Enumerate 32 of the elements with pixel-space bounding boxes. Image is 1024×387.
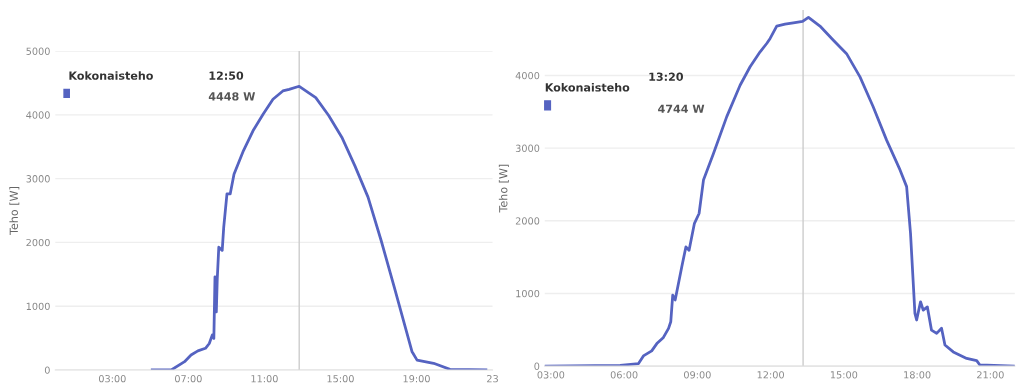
x-tick-label: 15:00	[327, 375, 354, 383]
y-axis-title: Teho [W]	[9, 187, 20, 235]
y-tick-label: 4000	[515, 71, 540, 80]
x-tick-label: 18:00	[904, 371, 931, 379]
x-tick-label: 21:00	[977, 371, 1004, 379]
y-tick-label: 5000	[26, 47, 50, 55]
annotation: 12:50	[209, 71, 244, 80]
y-tick-label: 3000	[515, 144, 540, 152]
x-tick-label: 23	[487, 375, 498, 383]
y-tick-label: 0	[44, 366, 50, 374]
x-tick-label: 09:00	[684, 371, 711, 379]
x-tick-label: 07:00	[175, 375, 202, 383]
y-tick-label: 1000	[516, 289, 540, 298]
x-tick-label: 15:00	[830, 371, 858, 379]
x-tick-label: 03:00	[98, 375, 126, 383]
annotation: Kokonaisteho	[545, 83, 630, 92]
y-axis-title: Teho [W]	[498, 164, 509, 213]
y-tick-label: 4000	[26, 111, 50, 119]
annotation: Kokonaisteho	[69, 71, 153, 80]
annotation: 4448 W	[208, 92, 256, 101]
y-tick-label: 3000	[26, 175, 50, 183]
y-tick-label: 2000	[26, 238, 50, 247]
y-tick-label: 1000	[26, 302, 50, 311]
x-tick-label: 12:00	[757, 371, 784, 379]
annotation: 13:20	[649, 72, 684, 81]
y-tick-label: 0	[534, 362, 540, 370]
x-tick-label: 11:00	[251, 375, 278, 383]
x-tick-label: 19:00	[403, 375, 430, 383]
annotation: 4744 W	[658, 104, 705, 113]
x-tick-label: 06:00	[610, 371, 638, 379]
x-tick-label: 03:00	[537, 371, 565, 379]
y-tick-label: 2000	[515, 217, 540, 225]
